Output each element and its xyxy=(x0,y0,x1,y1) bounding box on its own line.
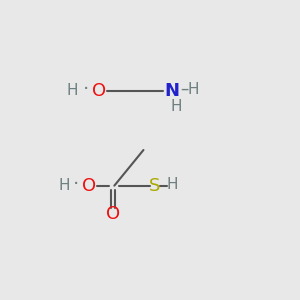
Text: O: O xyxy=(92,82,106,100)
Text: N: N xyxy=(165,82,180,100)
Text: ·: · xyxy=(83,80,89,99)
Text: H: H xyxy=(58,178,70,193)
Text: ·: · xyxy=(73,175,79,194)
Text: O: O xyxy=(82,177,96,195)
Text: H: H xyxy=(187,82,199,97)
Text: –: – xyxy=(181,80,189,98)
Text: H: H xyxy=(67,83,79,98)
Text: H: H xyxy=(170,99,182,114)
Text: H: H xyxy=(167,177,178,192)
Text: S: S xyxy=(149,177,160,195)
Text: O: O xyxy=(106,205,120,223)
